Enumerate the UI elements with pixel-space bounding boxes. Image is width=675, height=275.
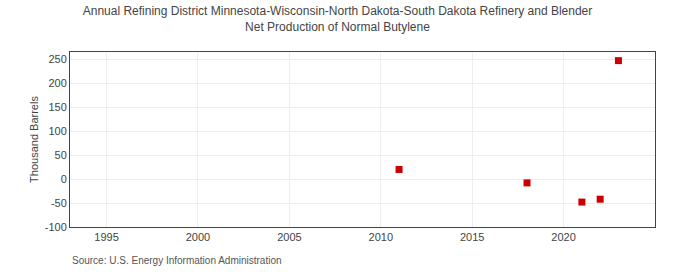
svg-text:2020: 2020 [551, 231, 575, 243]
svg-text:200: 200 [48, 77, 66, 89]
svg-text:2015: 2015 [460, 231, 484, 243]
svg-text:250: 250 [48, 53, 66, 65]
svg-text:-100: -100 [45, 221, 67, 233]
svg-text:Thousand Barrels: Thousand Barrels [28, 96, 40, 183]
svg-text:Source: U.S. Energy Informatio: Source: U.S. Energy Information Administ… [72, 255, 282, 266]
svg-text:50: 50 [55, 149, 67, 161]
svg-text:0: 0 [61, 173, 67, 185]
svg-text:100: 100 [48, 125, 66, 137]
svg-text:-50: -50 [51, 197, 67, 209]
svg-text:2005: 2005 [277, 231, 301, 243]
svg-text:2000: 2000 [186, 231, 210, 243]
svg-text:2010: 2010 [369, 231, 393, 243]
svg-text:1995: 1995 [94, 231, 118, 243]
svg-text:Annual Refining District Minne: Annual Refining District Minnesota-Wisco… [83, 4, 593, 34]
svg-text:150: 150 [48, 101, 66, 113]
